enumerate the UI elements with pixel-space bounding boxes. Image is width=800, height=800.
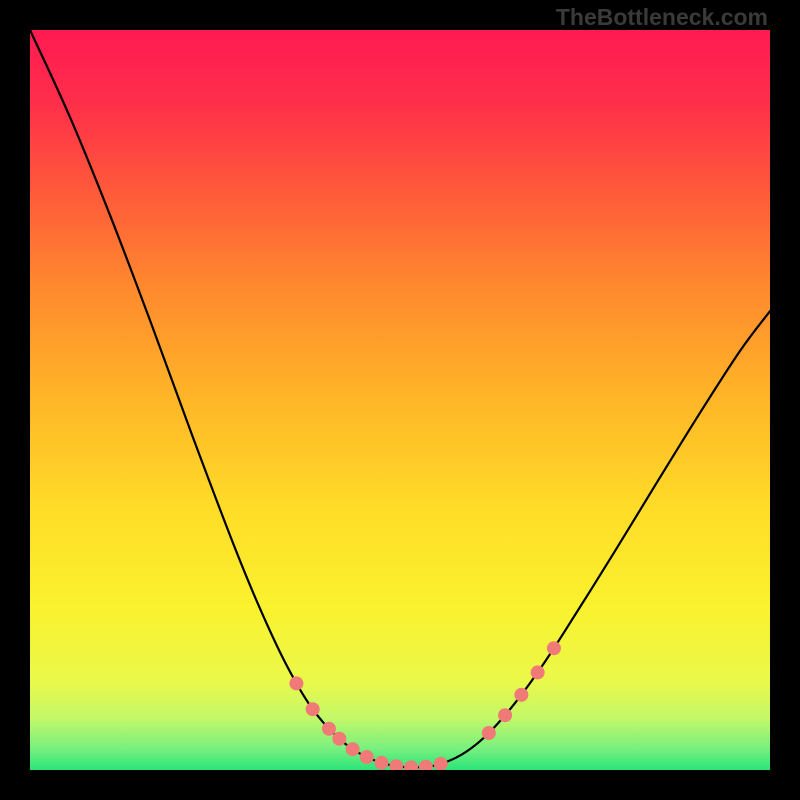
dot-bottom-3 (419, 760, 433, 770)
dot-left-5 (360, 750, 374, 764)
dot-right-2 (514, 688, 528, 702)
dot-right-3 (531, 665, 545, 679)
dot-left-4 (346, 742, 360, 756)
watermark-text: TheBottleneck.com (556, 4, 768, 31)
dot-left-1 (306, 702, 320, 716)
bottleneck-curve (30, 30, 770, 767)
dot-bottom-0 (375, 756, 389, 770)
dot-bottom-4 (434, 757, 448, 770)
dot-right-1 (498, 708, 512, 722)
dot-bottom-2 (404, 760, 418, 770)
dot-left-0 (289, 676, 303, 690)
dot-right-4 (547, 641, 561, 655)
highlight-dots (289, 641, 561, 770)
dot-right-0 (482, 726, 496, 740)
dot-left-3 (332, 732, 346, 746)
plot-area (30, 30, 770, 770)
dot-bottom-1 (389, 759, 403, 770)
dot-left-2 (322, 722, 336, 736)
